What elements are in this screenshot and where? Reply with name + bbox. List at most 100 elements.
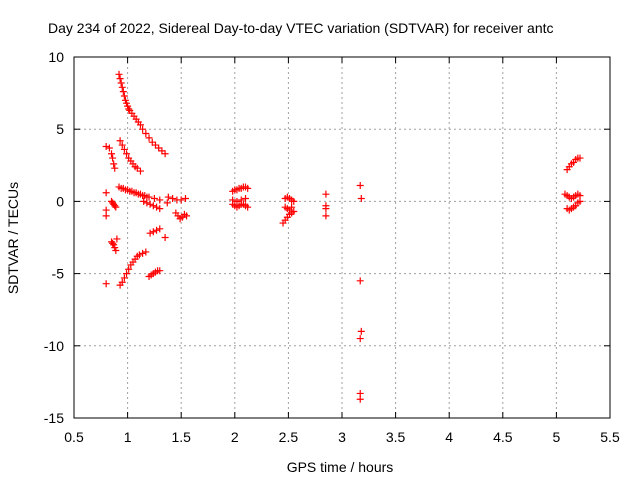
y-tick-label: -5 xyxy=(52,266,65,282)
x-tick-label: 1 xyxy=(124,429,132,445)
data-point xyxy=(288,203,296,211)
chart-title: Day 234 of 2022, Sidereal Day-to-day VTE… xyxy=(48,20,554,36)
data-point xyxy=(109,154,117,162)
data-point xyxy=(163,199,171,207)
data-point xyxy=(112,203,120,211)
data-point xyxy=(169,195,177,203)
data-point xyxy=(244,184,252,192)
data-point xyxy=(322,190,330,198)
data-point xyxy=(156,205,164,213)
data-point xyxy=(290,208,298,216)
x-tick-label: 3.5 xyxy=(386,429,406,445)
y-axis-title: SDTVAR / TECUs xyxy=(5,182,21,294)
x-tick-label: 1.5 xyxy=(171,429,191,445)
data-point xyxy=(105,144,113,152)
x-tick-label: 4.5 xyxy=(493,429,513,445)
x-tick-label: 3 xyxy=(338,429,346,445)
data-point xyxy=(111,164,119,172)
data-point xyxy=(357,327,365,335)
x-tick-label: 2 xyxy=(231,429,239,445)
data-point xyxy=(115,70,123,78)
x-tick-label: 2.5 xyxy=(279,429,299,445)
y-tick-label: -15 xyxy=(44,410,64,426)
axis-ticks: 0.5 1 1.5 2 2.5 3 3.5 4 4.5 5 5.5 -15 -10 -5 0 5 10 xyxy=(44,49,620,445)
y-tick-label: 5 xyxy=(56,121,64,137)
x-tick-label: 5.5 xyxy=(600,429,620,445)
y-tick-label: -10 xyxy=(44,338,64,354)
data-point xyxy=(136,167,144,175)
data-point xyxy=(242,195,250,203)
data-point xyxy=(149,228,157,236)
data-point xyxy=(356,395,364,403)
data-point xyxy=(118,278,126,286)
data-point xyxy=(177,196,185,204)
data-point xyxy=(109,239,117,247)
data-point xyxy=(139,249,147,257)
data-point xyxy=(119,88,127,96)
data-point xyxy=(136,121,144,129)
data-point xyxy=(135,251,143,259)
data-point xyxy=(357,195,365,203)
data-point xyxy=(156,225,164,233)
data-point xyxy=(145,193,153,201)
data-point xyxy=(142,130,150,138)
data-point xyxy=(576,154,584,162)
x-tick-label: 0.5 xyxy=(64,429,84,445)
y-tick-label: 10 xyxy=(48,49,64,65)
data-point xyxy=(113,235,121,243)
data-point xyxy=(102,212,110,220)
x-axis-title: GPS time / hours xyxy=(287,459,394,475)
data-point xyxy=(120,92,128,100)
data-point xyxy=(181,195,189,203)
data-point xyxy=(161,234,169,241)
data-point xyxy=(150,195,158,203)
data-point xyxy=(102,280,110,288)
data-point xyxy=(356,277,364,285)
data-point xyxy=(125,105,133,113)
data-point xyxy=(102,189,110,197)
data-point xyxy=(108,150,116,158)
data-point xyxy=(237,196,245,204)
data-point xyxy=(123,150,131,158)
data-point xyxy=(146,200,154,208)
x-tick-label: 4 xyxy=(445,429,453,445)
data-point xyxy=(153,226,161,234)
data-points xyxy=(102,70,584,403)
data-point xyxy=(156,267,164,275)
data-point xyxy=(110,160,118,168)
data-point xyxy=(146,229,154,237)
data-point xyxy=(156,196,164,204)
data-point xyxy=(161,150,169,158)
y-tick-label: 0 xyxy=(56,193,64,209)
data-point xyxy=(116,75,124,83)
data-point xyxy=(125,265,133,273)
data-point xyxy=(149,202,157,210)
data-point xyxy=(229,196,237,204)
data-point xyxy=(356,182,364,190)
x-tick-label: 5 xyxy=(553,429,561,445)
data-point xyxy=(102,143,110,151)
data-point xyxy=(120,145,128,153)
data-point xyxy=(143,199,151,207)
data-point xyxy=(322,205,330,213)
grid xyxy=(74,57,610,418)
data-point xyxy=(576,197,584,205)
data-point xyxy=(118,141,126,149)
data-point xyxy=(233,197,241,205)
data-point xyxy=(118,83,126,91)
data-point xyxy=(117,79,125,87)
data-point xyxy=(111,202,119,210)
data-point xyxy=(139,125,147,133)
data-point xyxy=(322,212,330,220)
data-point xyxy=(183,212,191,220)
data-point xyxy=(153,203,161,211)
data-point xyxy=(123,270,131,278)
data-point xyxy=(120,274,128,282)
data-point xyxy=(112,246,120,254)
data-point xyxy=(140,197,148,205)
data-point xyxy=(142,248,150,256)
data-point xyxy=(164,193,172,201)
data-point xyxy=(290,197,298,205)
